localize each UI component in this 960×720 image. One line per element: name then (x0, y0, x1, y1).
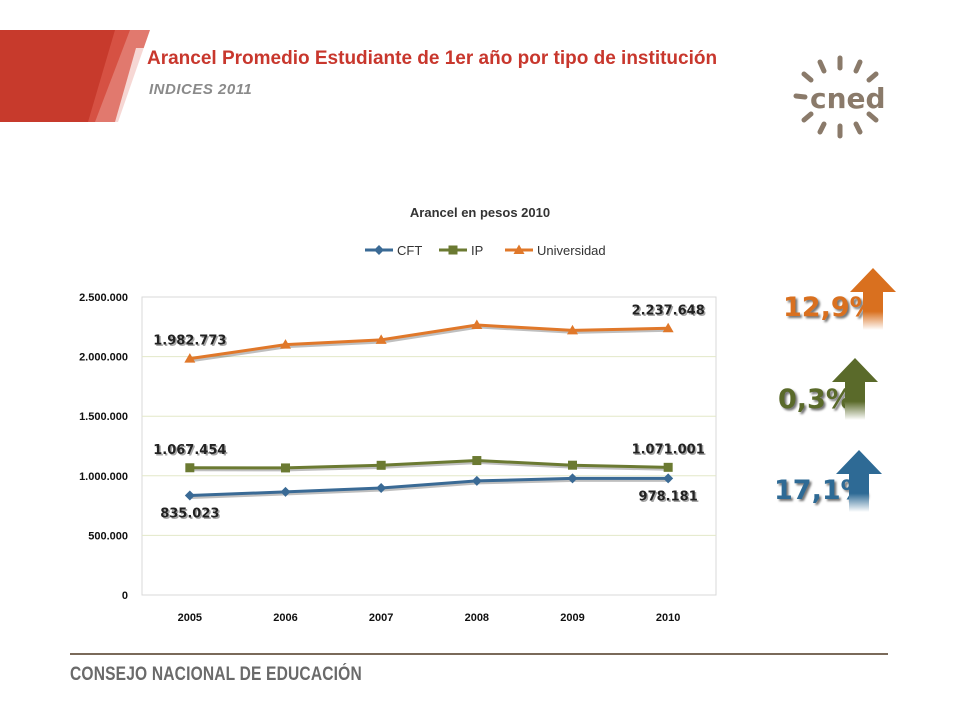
series-line-shadow (191, 325, 671, 363)
data-point (185, 463, 195, 473)
change-label-universidad: 12,9% (783, 292, 877, 323)
data-label-shadow: 1.067.454 (155, 444, 228, 459)
y-tick-label: 1.500.000 (79, 411, 128, 423)
y-tick-label: 500.000 (88, 530, 128, 542)
data-label: 2.237.648 (632, 303, 705, 318)
data-point (663, 473, 674, 484)
change-label-ip: 0,3% (778, 384, 853, 415)
x-tick-label: 2009 (560, 612, 584, 624)
data-point (471, 475, 482, 486)
chart-gridlines (141, 296, 717, 596)
data-point (280, 486, 291, 497)
slide-title: Arancel Promedio Estudiante de 1er año p… (147, 48, 718, 69)
y-tick-label: 1.000.000 (79, 471, 128, 483)
x-axis-ticks: 2005 2006 2007 2008 2009 2010 (178, 612, 681, 624)
series-markers (184, 319, 674, 501)
corner-decoration (0, 30, 150, 122)
chart-title: Arancel en pesos 2010 (410, 205, 550, 220)
legend-label: IP (471, 243, 483, 258)
data-point (567, 473, 578, 484)
y-tick-label: 0 (122, 590, 128, 602)
chart-legend: CFT IP Universidad (365, 243, 606, 258)
data-label: 1.067.454 (153, 443, 226, 458)
data-label-shadow: 978.181 (640, 491, 699, 506)
plot-area-border (141, 296, 717, 596)
y-tick-label: 2.500.000 (79, 292, 128, 304)
series-lines (189, 323, 671, 499)
data-point (662, 322, 674, 333)
data-point (280, 339, 291, 349)
svg-text:cned: cned (810, 82, 886, 115)
data-point (663, 462, 673, 472)
legend-marker (374, 245, 384, 255)
y-tick-label: 2.000.000 (79, 352, 128, 364)
series-line-shadow (191, 478, 671, 499)
data-label-shadow: 2.237.648 (633, 305, 706, 320)
data-point (376, 460, 386, 470)
cned-logo: cned (793, 55, 886, 139)
series-line (189, 459, 669, 470)
x-tick-label: 2008 (465, 612, 489, 624)
data-label: 1.071.001 (632, 442, 705, 457)
data-point (281, 463, 290, 473)
data-point (184, 490, 195, 501)
data-label: 835.023 (160, 506, 219, 521)
line-chart: Arancel en pesos 2010 CFT IP Universidad 2… (79, 205, 717, 624)
legend-marker (448, 245, 458, 255)
up-arrow-icon (836, 450, 882, 512)
data-label: 978.181 (639, 489, 698, 504)
data-point (375, 334, 387, 344)
legend-marker (513, 244, 525, 254)
slide-subtitle: INDICES 2011 (149, 81, 253, 98)
footer-text: CONSEJO NACIONAL DE EDUCACIÓN (70, 664, 362, 685)
data-point (376, 482, 387, 493)
data-point (472, 456, 482, 466)
data-point (471, 319, 483, 330)
data-label-shadow: 1.982.773 (155, 335, 228, 350)
data-point (568, 460, 577, 470)
legend-label: CFT (397, 243, 422, 258)
data-labels: 1.982.7731.982.7732.237.6482.237.6481.06… (153, 303, 706, 523)
x-tick-label: 2006 (273, 612, 297, 624)
data-label-shadow: 1.071.001 (633, 444, 706, 459)
legend-label: Universidad (537, 243, 606, 258)
x-tick-label: 2005 (178, 612, 202, 624)
footer-divider (70, 653, 888, 655)
series-line (189, 476, 669, 497)
data-point (184, 353, 196, 363)
x-tick-label: 2010 (656, 612, 680, 624)
series-line-shadow (191, 461, 671, 472)
series-line (189, 323, 669, 361)
data-point (567, 324, 578, 335)
x-tick-label: 2007 (369, 612, 393, 624)
up-arrow-icon (850, 268, 896, 330)
data-label-shadow: 835.023 (162, 508, 221, 523)
data-label: 1.982.773 (153, 334, 226, 349)
y-axis-ticks: 2.500.000 2.000.000 1.500.000 1.000.000 500.… (79, 292, 128, 602)
up-arrow-icon (832, 358, 878, 420)
